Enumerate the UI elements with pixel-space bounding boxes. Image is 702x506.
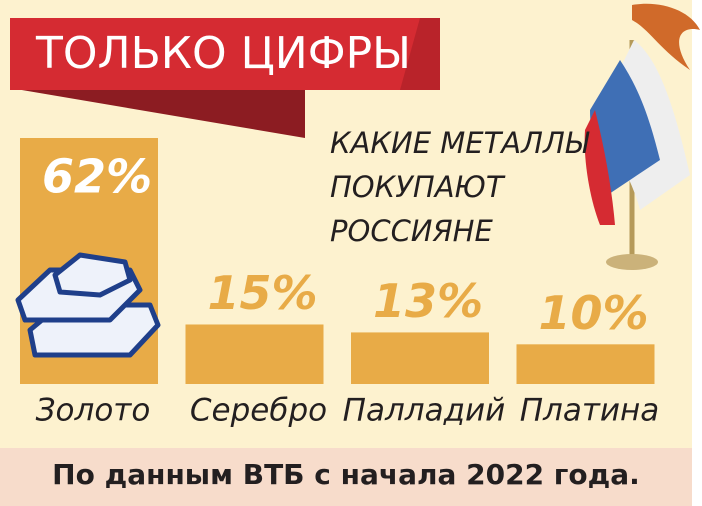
value-label: 10% (538, 286, 648, 340)
banner (10, 18, 440, 90)
bar (351, 332, 489, 384)
subtitle: ПОКУПАЮТ (330, 170, 506, 204)
value-label: 13% (373, 274, 483, 328)
banner-shadow (10, 88, 305, 138)
value-label: 15% (207, 266, 317, 320)
x-tick-label: Платина (520, 393, 660, 429)
subtitle: КАКИЕ МЕТАЛЛЫ (330, 126, 590, 160)
banner-edge (400, 18, 440, 90)
x-tick-label: Золото (36, 393, 151, 429)
x-tick-label: Палладий (343, 393, 506, 429)
flag-icon (584, 3, 700, 270)
chart-title: ТОЛЬКО ЦИФРЫ (35, 28, 411, 79)
bar (516, 344, 655, 384)
x-tick-label: Серебро (190, 393, 327, 429)
source-strip (0, 448, 692, 506)
source: По данным ВТБ с начала 2022 года. (52, 458, 640, 491)
bar (185, 324, 324, 384)
subtitle: РОССИЯНЕ (330, 214, 493, 248)
ingot-icon (15, 252, 161, 358)
value-label: 62% (42, 150, 152, 204)
